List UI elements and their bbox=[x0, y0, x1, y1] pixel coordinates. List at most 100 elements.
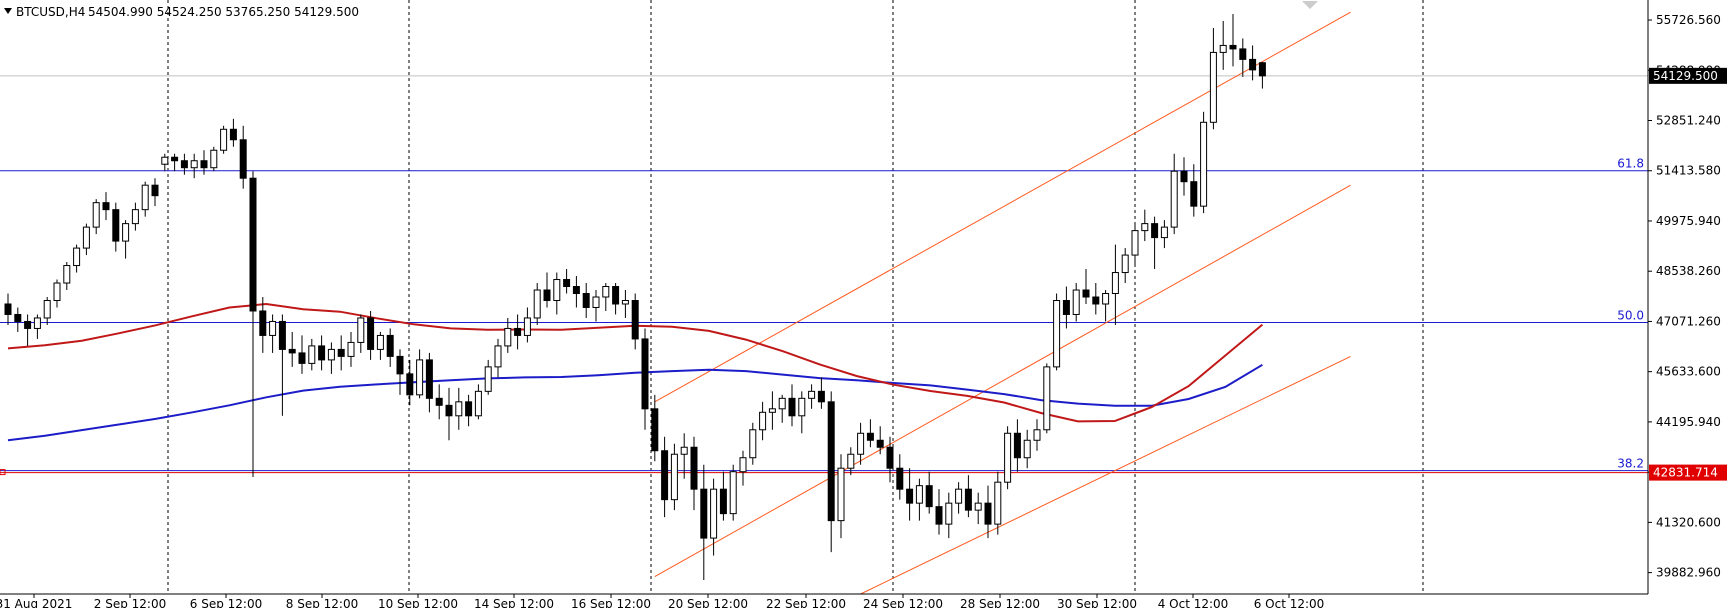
candle bbox=[1219, 20, 1227, 70]
candle bbox=[1102, 290, 1110, 322]
channel-upper-line bbox=[654, 11, 1351, 403]
candle bbox=[984, 485, 992, 539]
candle bbox=[798, 391, 806, 434]
candle bbox=[1200, 111, 1208, 214]
candle bbox=[269, 314, 277, 353]
candle bbox=[288, 331, 296, 367]
candle-body-bear bbox=[631, 299, 639, 340]
candle-body-bear bbox=[112, 209, 120, 242]
candle bbox=[847, 447, 855, 476]
candle-body-bull bbox=[729, 471, 737, 515]
y-tick-label: 45633.600 bbox=[1656, 365, 1721, 379]
candle bbox=[964, 475, 972, 518]
candle bbox=[1180, 157, 1188, 196]
candle-body-bull bbox=[768, 408, 776, 413]
candle-body-bear bbox=[661, 450, 669, 501]
candle bbox=[308, 338, 316, 371]
candle-body-bull bbox=[621, 299, 629, 305]
candle-body-bull bbox=[1072, 289, 1080, 315]
candle-body-bull bbox=[1209, 51, 1217, 123]
x-tick-label: 20 Sep 12:00 bbox=[668, 597, 748, 608]
x-tick-label: 4 Oct 12:00 bbox=[1158, 597, 1229, 608]
candle-body-bull bbox=[533, 289, 541, 319]
candle-body-bull bbox=[141, 184, 149, 211]
x-tick-label: 8 Sep 12:00 bbox=[286, 597, 358, 608]
candle-body-bear bbox=[229, 128, 237, 141]
candle-body-bear bbox=[935, 506, 943, 525]
candle bbox=[33, 314, 41, 339]
candle-body-bear bbox=[151, 184, 159, 197]
candle bbox=[621, 290, 629, 318]
candle-body-bear bbox=[719, 488, 727, 515]
candle-body-bear bbox=[1013, 432, 1021, 459]
candle-body-bear bbox=[259, 310, 267, 336]
candle-body-bear bbox=[700, 488, 708, 539]
candle bbox=[1004, 426, 1012, 490]
candle bbox=[808, 384, 816, 409]
marked-price-anchor bbox=[0, 469, 6, 476]
candle bbox=[670, 443, 678, 511]
candle-body-bull bbox=[837, 467, 845, 522]
candle bbox=[1229, 13, 1237, 67]
candle-body-bear bbox=[612, 286, 620, 305]
candle bbox=[210, 146, 218, 172]
candle bbox=[1160, 220, 1168, 249]
candle-body-bull bbox=[1131, 230, 1139, 256]
candle bbox=[768, 391, 776, 430]
candle-body-bull bbox=[327, 348, 335, 361]
candle-body-bear bbox=[249, 177, 257, 312]
x-tick-label: 14 Sep 12:00 bbox=[474, 597, 554, 608]
candle bbox=[190, 153, 198, 179]
candle bbox=[866, 419, 874, 448]
candle bbox=[474, 384, 482, 420]
candle bbox=[484, 359, 492, 395]
candle bbox=[543, 272, 551, 308]
candle bbox=[504, 317, 512, 353]
candle-body-bear bbox=[367, 317, 375, 350]
candle bbox=[171, 153, 179, 172]
candle-body-bull bbox=[1043, 366, 1051, 431]
candle-body-bear bbox=[425, 359, 433, 399]
candle bbox=[788, 384, 796, 427]
candle-body-bull bbox=[376, 334, 384, 350]
candle bbox=[857, 422, 865, 465]
candle bbox=[523, 307, 531, 343]
candle bbox=[925, 471, 933, 514]
candle bbox=[974, 492, 982, 525]
candle bbox=[43, 297, 51, 325]
candle-body-bull bbox=[1111, 272, 1119, 295]
candle-body-bull bbox=[347, 341, 355, 357]
candle-body-bull bbox=[1200, 121, 1208, 207]
candle bbox=[729, 464, 737, 521]
dropdown-triangle-icon[interactable] bbox=[4, 8, 12, 14]
candle bbox=[641, 328, 649, 430]
candle bbox=[220, 125, 228, 154]
candle-body-bear bbox=[24, 320, 32, 329]
candle-body-bull bbox=[53, 282, 61, 301]
candle bbox=[553, 272, 561, 315]
candle bbox=[239, 125, 247, 189]
candle bbox=[416, 349, 424, 399]
candle-body-bear bbox=[582, 293, 590, 308]
candle-body-bull bbox=[1023, 439, 1031, 459]
candle-body-bull bbox=[494, 345, 502, 368]
candle-body-bear bbox=[1062, 299, 1070, 315]
channel-middle-line bbox=[654, 184, 1351, 577]
candle-body-bull bbox=[33, 317, 41, 329]
candle-body-bull bbox=[43, 299, 51, 319]
fib-label: 61.8 bbox=[1617, 157, 1644, 171]
x-tick-label: 30 Sep 12:00 bbox=[1057, 597, 1137, 608]
fib-label: 38.2 bbox=[1617, 457, 1644, 471]
x-tick-label: 16 Sep 12:00 bbox=[571, 597, 651, 608]
x-tick-label: 6 Sep 12:00 bbox=[190, 597, 262, 608]
candle bbox=[445, 387, 453, 441]
candle bbox=[327, 342, 335, 374]
candle-body-bear bbox=[641, 338, 649, 410]
candle-body-bear bbox=[514, 327, 522, 336]
candle bbox=[92, 199, 100, 235]
candle-body-bear bbox=[278, 320, 286, 350]
candle-body-bull bbox=[592, 296, 600, 308]
candle-body-bull bbox=[710, 488, 718, 539]
candle-body-bull bbox=[131, 209, 139, 225]
